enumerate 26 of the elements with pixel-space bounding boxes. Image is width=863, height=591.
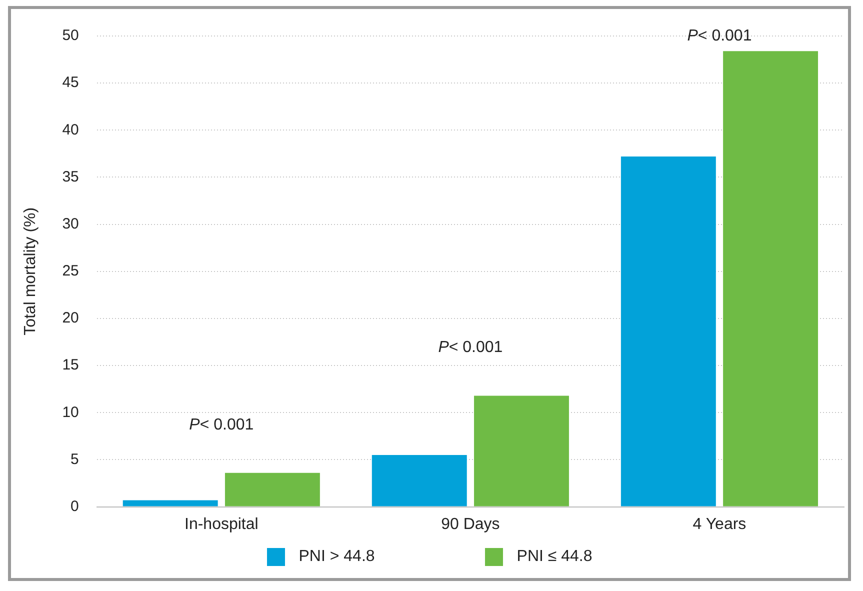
y-tick-label: 20: [62, 310, 79, 327]
bar: [474, 396, 569, 506]
y-axis-title: Total mortality (%): [22, 207, 40, 336]
bar: [723, 51, 818, 506]
y-tick-label: 10: [62, 404, 79, 421]
annotation: P< 0.001: [189, 416, 254, 434]
y-tick-label: 40: [62, 121, 79, 138]
bar: [122, 500, 218, 506]
legend-label: PNI > 44.8: [298, 548, 375, 566]
y-tick-label: 15: [62, 356, 79, 374]
x-tick-label: 4 Years: [692, 516, 746, 533]
bar: [372, 455, 467, 506]
y-tick-label: 5: [70, 450, 79, 468]
y-tick-label: 30: [62, 215, 79, 232]
annotation: P< 0.001: [438, 339, 503, 356]
y-tick-label: 0: [70, 498, 79, 515]
legend-label: PNI ≤ 44.8: [516, 548, 592, 566]
x-tick-label: 90 Days: [441, 516, 500, 533]
y-tick-label: 50: [62, 27, 79, 44]
y-tick-label: 25: [62, 262, 79, 280]
y-tick-label: 45: [62, 74, 79, 92]
x-tick-label: In-hospital: [184, 516, 258, 533]
bar: [224, 472, 320, 506]
bar: [620, 156, 716, 506]
y-tick-label: 35: [62, 168, 79, 186]
annotation: P< 0.001: [687, 27, 752, 44]
